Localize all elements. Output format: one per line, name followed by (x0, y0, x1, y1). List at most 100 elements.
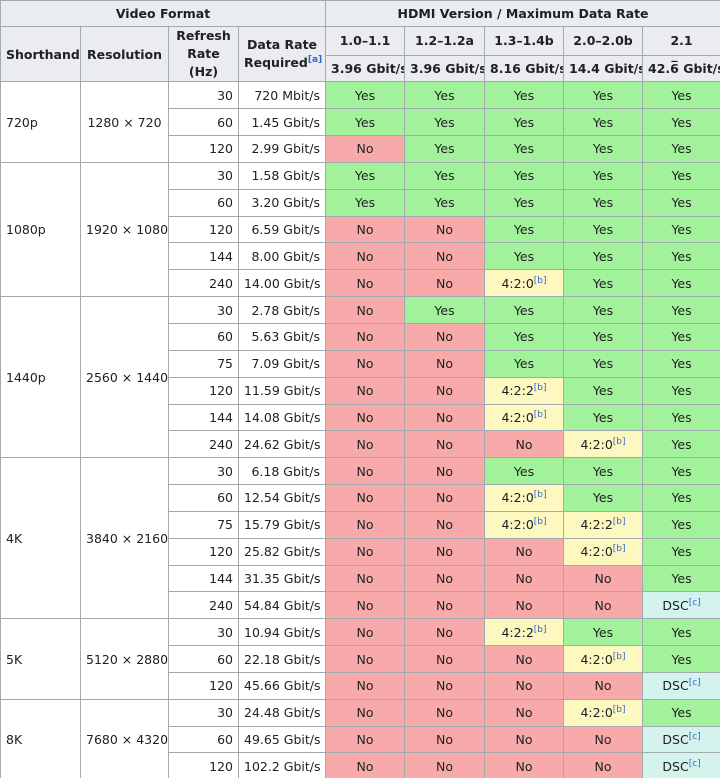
support-text: Yes (671, 383, 692, 399)
support-cell: Yes (484, 108, 565, 137)
data-row: 60 12.54 Gbit/s No No 4:2:0[b] Yes Yes (1, 484, 720, 512)
header-row: Shorthand Resolution Refresh Rate (Hz) Data… (0, 25, 720, 83)
support-text: Yes (592, 409, 614, 425)
support-cell: No (325, 725, 406, 754)
footnote-ref: [b] (533, 517, 547, 528)
support-cell: No (404, 725, 486, 754)
refresh-cell: 60 (168, 188, 239, 217)
support-cell: Yes (642, 484, 720, 512)
data-rate-cell: 54.84 Gbit/s (237, 591, 327, 620)
support-text: Yes (592, 168, 614, 184)
support-cell: Yes (642, 698, 720, 727)
data-row: 120 2.99 Gbit/s No Yes Yes Yes Yes (1, 135, 720, 163)
data-rate-cell: 1.45 Gbit/s (237, 108, 327, 137)
footnote-ref: [b] (612, 436, 626, 447)
footnote-ref: [b] (612, 517, 626, 528)
refresh-cell: 60 (168, 645, 239, 673)
support-cell: No (325, 135, 406, 163)
support-cell: Yes (642, 296, 720, 324)
data-row: 5K 5120 × 2880 30 10.94 Gbit/s No No 4:2:2[b] Y… (0, 618, 720, 700)
support-text: Yes (513, 222, 535, 238)
support-text: No (436, 490, 454, 506)
support-text: No (356, 248, 374, 264)
support-text: Yes (513, 356, 535, 372)
shorthand-cell: 1440p (0, 296, 81, 459)
data-row: 75 7.09 Gbit/s No No Yes Yes Yes (1, 349, 720, 378)
support-text: No (356, 490, 374, 506)
data-rate-cell: 24.48 Gbit/s (237, 698, 327, 727)
support-cell: Yes (404, 188, 486, 217)
support-cell: Yes (642, 645, 720, 673)
support-cell: Yes (484, 188, 565, 217)
support-cell: No (404, 242, 486, 271)
refresh-cell: 60 (168, 725, 239, 754)
support-cell: Yes (563, 242, 644, 271)
support-text: Yes (671, 356, 692, 372)
support-cell: Yes (484, 81, 565, 110)
footnote-ref: [c] (688, 732, 701, 743)
support-text: No (356, 141, 374, 157)
support-text: Yes (354, 114, 376, 130)
support-cell: No (484, 752, 565, 778)
support-cell: Yes (642, 161, 720, 190)
support-text: 4:2:0 (580, 651, 613, 667)
footnote-ref: [b] (612, 705, 626, 716)
support-cell: 4:2:0[b] (484, 484, 565, 512)
support-text: No (436, 678, 454, 694)
support-cell: No (563, 725, 644, 754)
support-text: No (436, 329, 454, 345)
shorthand-cell: 720p (0, 81, 81, 163)
footnote-ref: [b] (612, 544, 626, 555)
support-cell: No (404, 349, 486, 378)
support-text: Yes (434, 302, 455, 318)
support-text: 4:2:2 (501, 383, 534, 399)
support-cell: No (325, 564, 406, 593)
support-text: Yes (354, 168, 376, 184)
support-cell: DSC[c] (642, 725, 720, 754)
support-cell: No (325, 484, 406, 512)
max-rate-header: 8.16 Gbit/s (484, 54, 565, 83)
support-text: Yes (592, 114, 614, 130)
footnote-ref: [b] (533, 409, 547, 420)
support-text: No (515, 651, 533, 667)
support-cell: Yes (563, 484, 644, 512)
data-row: 120 11.59 Gbit/s No No 4:2:2[b] Yes Yes (1, 376, 720, 405)
refresh-cell: 240 (168, 591, 239, 620)
data-row: 60 3.20 Gbit/s Yes Yes Yes Yes Yes (1, 188, 720, 217)
support-text: 4:2:0 (501, 490, 534, 506)
data-rate-cell: 15.79 Gbit/s (237, 510, 327, 539)
support-cell: No (404, 457, 486, 486)
support-cell: No (404, 671, 486, 700)
column-header-text: Data Rate Required (244, 37, 318, 71)
support-text: No (436, 356, 454, 372)
support-cell: Yes (563, 81, 644, 110)
refresh-cell: 120 (168, 376, 239, 405)
support-cell: Yes (325, 188, 406, 217)
shorthand-cell: 1080p (0, 161, 81, 298)
data-rate-cell: 6.59 Gbit/s (237, 215, 327, 244)
support-text: No (436, 651, 454, 667)
resolution-cell: 1280 × 720 (80, 81, 169, 163)
support-cell: Yes (484, 322, 565, 351)
support-text: Yes (434, 87, 455, 103)
data-row: 120 25.82 Gbit/s No No No 4:2:0[b] Yes (1, 537, 720, 566)
support-text: No (594, 732, 612, 748)
support-cell: 4:2:0[b] (484, 269, 565, 298)
support-cell: No (484, 725, 565, 754)
support-text: No (436, 758, 454, 774)
support-text: Yes (671, 490, 692, 506)
support-cell: No (325, 537, 406, 566)
support-cell: No (563, 671, 644, 700)
refresh-cell: 30 (168, 698, 239, 727)
support-text: Yes (513, 463, 535, 479)
group-header: Video Format (0, 0, 327, 27)
data-row: 60 49.65 Gbit/s No No No No DSC[c] (1, 725, 720, 754)
support-cell: Yes (642, 108, 720, 137)
support-text: Yes (671, 517, 692, 533)
refresh-cell: 30 (168, 618, 239, 647)
support-cell: No (404, 484, 486, 512)
support-text: No (356, 463, 374, 479)
support-cell: 4:2:0[b] (563, 430, 644, 459)
support-text: Yes (671, 651, 692, 667)
